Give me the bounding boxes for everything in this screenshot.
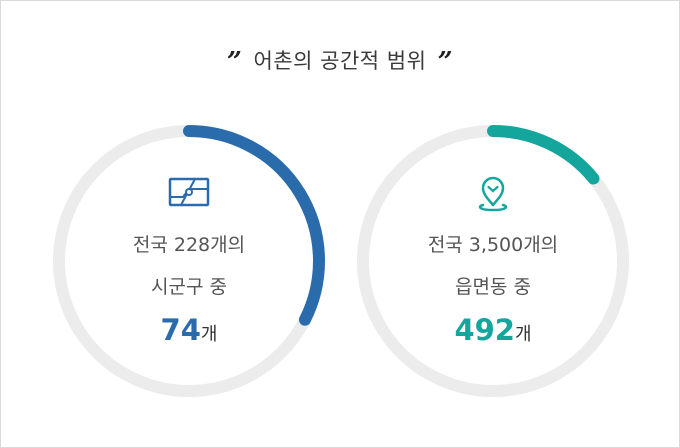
- location-pin-icon: [355, 175, 631, 215]
- progress-ring-eupmyeondong: [357, 125, 629, 397]
- stat-description-line1: 전국 3,500개의: [427, 234, 559, 256]
- progress-ring-sigungu: [53, 125, 325, 397]
- page-title: ” 어촌의 공간적 범위 ”: [1, 45, 679, 77]
- ring-progress-arc: [487, 125, 600, 185]
- close-quote-mark: ”: [437, 47, 454, 77]
- stat-number: 492: [454, 313, 515, 347]
- map-icon: [51, 175, 327, 215]
- stat-description-line1: 전국 228개의: [132, 234, 246, 256]
- stat-description-line2: 시군구 중: [151, 276, 227, 298]
- stat-description-line2: 읍면동 중: [455, 276, 531, 298]
- stat-value: 492개: [355, 313, 631, 347]
- stat-ring-sigungu: 전국 228개의 시군구 중 74개: [51, 123, 327, 399]
- stat-unit: 개: [200, 324, 218, 345]
- open-quote-mark: ”: [226, 47, 243, 77]
- stat-ring-eupmyeondong: 전국 3,500개의 읍면동 중 492개: [355, 123, 631, 399]
- stat-unit: 개: [514, 324, 532, 345]
- stat-value: 74개: [51, 313, 327, 347]
- ring-progress-arc: [183, 125, 325, 326]
- title-text: 어촌의 공간적 범위: [253, 49, 427, 73]
- stat-number: 74: [160, 313, 201, 347]
